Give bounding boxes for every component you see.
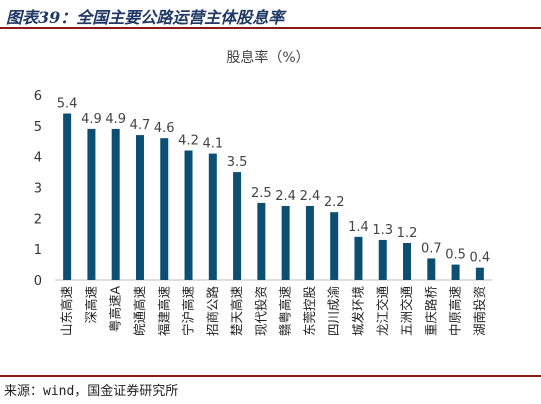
value-label: 4.9 — [105, 112, 126, 127]
bar — [281, 206, 290, 280]
category-label: 东莞控股 — [302, 286, 317, 337]
value-label: 2.2 — [324, 195, 345, 210]
bar — [475, 267, 484, 280]
category-labels: 山东高速 深高速 粤高速A 皖通高速 福建高速 宁沪高速 招商公路 楚天高速 现代投资 赣粤高速东… — [59, 286, 487, 337]
value-label: 2.4 — [275, 189, 296, 204]
bar — [403, 243, 412, 280]
y-tick-label: 3 — [34, 182, 42, 197]
bar — [305, 206, 314, 280]
value-label: 1.3 — [372, 223, 393, 238]
category-label: 粤高速A — [108, 286, 123, 333]
category-label: 龙江交通 — [375, 286, 390, 337]
category-label: 五洲交通 — [399, 286, 414, 337]
source-note: 来源：wind，国金证券研究所 — [4, 384, 179, 399]
bar — [451, 264, 460, 280]
y-tick-label: 4 — [34, 151, 42, 166]
bar — [184, 150, 193, 280]
value-label: 4.9 — [81, 112, 102, 127]
y-tick-label: 2 — [34, 212, 42, 227]
value-label: 0.4 — [470, 251, 491, 266]
value-label: 0.5 — [445, 248, 466, 263]
category-label: 深高速 — [83, 286, 98, 324]
category-label: 城发环境 — [350, 286, 365, 336]
bar — [87, 128, 96, 280]
y-tick-label: 1 — [34, 243, 42, 258]
y-tick-label: 0 — [34, 274, 42, 289]
bar — [208, 153, 217, 280]
value-labels: 5.44.9 4.9 4.7 4.64.2 4.13.52.5 2.4 2.4 2.21.4 1… — [57, 97, 490, 266]
value-label: 4.7 — [130, 118, 151, 133]
value-label: 2.4 — [300, 189, 321, 204]
value-label: 1.4 — [348, 220, 369, 235]
y-axis-label: 股息率（%） — [226, 49, 309, 66]
category-label: 宁沪高速 — [181, 286, 196, 337]
bar — [354, 236, 363, 280]
y-tick-label: 5 — [34, 120, 42, 135]
bar — [427, 258, 436, 280]
y-axis-ticks: 0 1 2 3 4 5 6 — [34, 89, 42, 289]
top-rule — [0, 27, 541, 29]
value-label: 3.5 — [227, 155, 248, 170]
bars — [63, 113, 484, 280]
value-label: 4.2 — [178, 134, 199, 149]
bar — [135, 135, 144, 280]
category-label: 赣粤高速 — [278, 286, 293, 337]
value-label: 2.5 — [251, 186, 272, 201]
value-label: 4.6 — [154, 121, 175, 136]
bar — [63, 113, 72, 280]
category-label: 皖通高速 — [132, 286, 147, 337]
category-label: 湖南投资 — [472, 286, 487, 336]
category-label: 楚天高速 — [229, 286, 244, 337]
category-label: 福建高速 — [156, 286, 171, 337]
category-label: 重庆路桥 — [423, 286, 438, 337]
figure-title: 图表39：全国主要公路运营主体股息率 — [6, 8, 285, 27]
value-label: 1.2 — [397, 226, 418, 241]
category-label: 四川成渝 — [326, 286, 341, 337]
bottom-rule — [0, 375, 541, 377]
bar — [111, 128, 120, 280]
bar — [257, 202, 266, 280]
category-label: 中原高速 — [448, 286, 463, 337]
category-label: 现代投资 — [253, 286, 268, 336]
bar — [233, 172, 242, 280]
bar — [160, 138, 169, 280]
y-tick-label: 6 — [34, 89, 42, 104]
bar — [378, 239, 387, 280]
value-label: 4.1 — [202, 137, 223, 152]
value-label: 5.4 — [57, 97, 78, 112]
value-label: 0.7 — [421, 241, 442, 256]
category-label: 山东高速 — [59, 286, 74, 337]
category-label: 招商公路 — [205, 286, 220, 337]
bar — [330, 212, 339, 280]
